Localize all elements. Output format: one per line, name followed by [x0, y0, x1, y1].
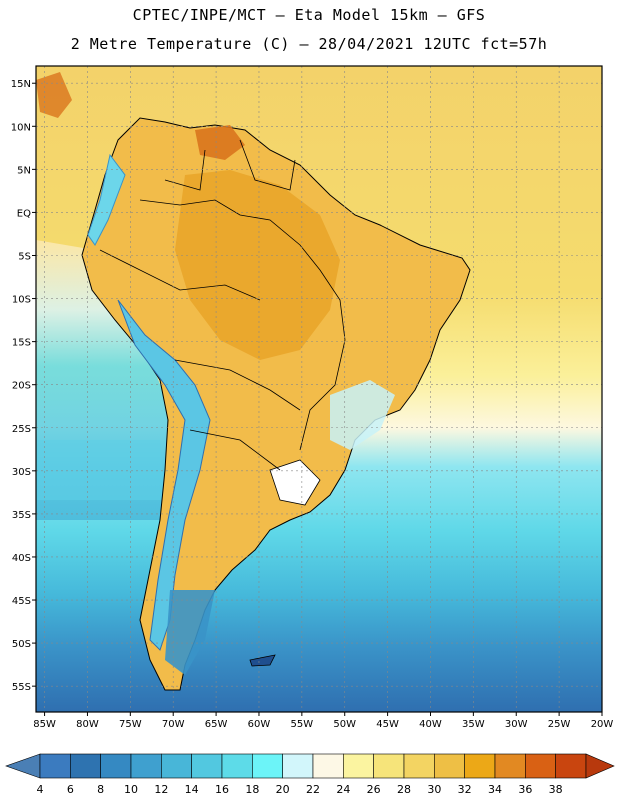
lon-tick-label: 35W — [462, 719, 485, 730]
colorbar-bin — [555, 753, 587, 779]
colorbar-high-arrow — [585, 753, 615, 779]
colorbar-label: 38 — [549, 783, 563, 796]
colorbar-bin — [373, 753, 405, 779]
colorbar-label: 8 — [97, 783, 104, 796]
colorbar-bin — [221, 753, 253, 779]
colorbar-bin — [494, 753, 526, 779]
lon-tick-label: 25W — [548, 719, 571, 730]
latitude-axis: 15N 10N 5N EQ 5S 10S 15S 20S 25S 30S 35S 40S 45S 50S 5… — [11, 79, 36, 693]
lon-tick-label: 20W — [591, 719, 614, 730]
longitude-axis: 85W 80W 75W 70W 65W 60W 55W 50W 45W 40W 35W 30W 25W 2… — [33, 712, 613, 730]
lon-tick-label: 30W — [505, 719, 528, 730]
lat-tick-label: 55S — [12, 682, 31, 693]
colorbar-bin — [191, 753, 223, 779]
lat-tick-label: 15S — [12, 338, 31, 349]
lon-tick-label: 45W — [376, 719, 399, 730]
colorbar-label: 26 — [367, 783, 381, 796]
lat-tick-label: 10N — [11, 122, 31, 133]
lon-tick-label: 40W — [419, 719, 442, 730]
colorbar-label: 4 — [37, 783, 44, 796]
colorbar-label: 14 — [185, 783, 199, 796]
colorbar-bin — [343, 753, 374, 779]
map-frame — [35, 65, 603, 713]
colorbar-label: 22 — [306, 783, 320, 796]
colorbar-bin — [252, 753, 283, 779]
colorbar-label: 30 — [427, 783, 441, 796]
colorbar-low-arrow — [5, 753, 41, 779]
andes-south-cool — [117, 299, 211, 651]
colorbar-label: 10 — [124, 783, 138, 796]
lon-tick-label: 55W — [291, 719, 314, 730]
lat-lon-grid — [36, 66, 603, 712]
lat-tick-label: EQ — [17, 208, 31, 219]
lat-tick-label: 15N — [11, 79, 31, 90]
colorbar-label: 12 — [154, 783, 168, 796]
lat-tick-label: 25S — [12, 424, 31, 435]
colorbar-label: 16 — [215, 783, 229, 796]
falkland-islands — [249, 654, 276, 667]
title-field: 2 Metre Temperature (C) – 28/04/2021 12U… — [70, 35, 548, 53]
colorbar-bin — [403, 753, 435, 779]
lon-tick-label: 70W — [162, 719, 185, 730]
colorbar-label: 20 — [276, 783, 290, 796]
colorbar-bin — [130, 753, 162, 779]
lon-tick-label: 75W — [119, 719, 142, 730]
lat-tick-label: 20S — [12, 381, 31, 392]
colorbar-label: 36 — [518, 783, 532, 796]
colorbar-bin — [464, 753, 496, 779]
lon-tick-label: 50W — [333, 719, 356, 730]
lon-tick-label: 85W — [33, 719, 56, 730]
uruguay-region — [269, 459, 321, 506]
colorbar-label: 18 — [245, 783, 259, 796]
lon-tick-label: 65W — [205, 719, 228, 730]
patagonia-cool — [165, 590, 215, 675]
colorbar-label: 24 — [336, 783, 350, 796]
colorbar-bin — [39, 753, 71, 779]
lon-tick-label: 60W — [248, 719, 271, 730]
lon-tick-label: 80W — [76, 719, 99, 730]
lat-tick-label: 50S — [12, 639, 31, 650]
colorbar-label: 32 — [458, 783, 472, 796]
pacific-cool-band — [36, 440, 165, 500]
colorbar-label: 34 — [488, 783, 502, 796]
lat-tick-label: 10S — [12, 295, 31, 306]
colorbar-label: 28 — [397, 783, 411, 796]
lat-tick-label: 45S — [12, 596, 31, 607]
colorbar-bin — [161, 753, 192, 779]
colorbar-bin — [525, 753, 556, 779]
colorbar: 4 6 8 10 12 14 16 18 20 22 24 26 28 30 32 34 36 38 — [5, 753, 615, 796]
lat-tick-label: 40S — [12, 553, 31, 564]
southeast-brazil-cool — [330, 380, 395, 450]
lat-tick-label: 5N — [17, 165, 31, 176]
country-borders — [99, 139, 346, 471]
colorbar-bin — [70, 753, 101, 779]
colorbar-bin — [312, 753, 344, 779]
andes-north-cool — [87, 153, 126, 246]
colorbar-label: 6 — [67, 783, 74, 796]
map-field — [36, 66, 602, 712]
colorbar-bin — [282, 753, 314, 779]
lat-tick-label: 30S — [12, 467, 31, 478]
colorbar-bin — [100, 753, 132, 779]
title-model: CPTEC/INPE/MCT – Eta Model 15km – GFS — [132, 6, 486, 24]
lat-tick-label: 5S — [18, 251, 31, 262]
colorbar-bin — [434, 753, 465, 779]
lat-tick-label: 35S — [12, 510, 31, 521]
venezuela-hot-zone — [195, 125, 245, 160]
